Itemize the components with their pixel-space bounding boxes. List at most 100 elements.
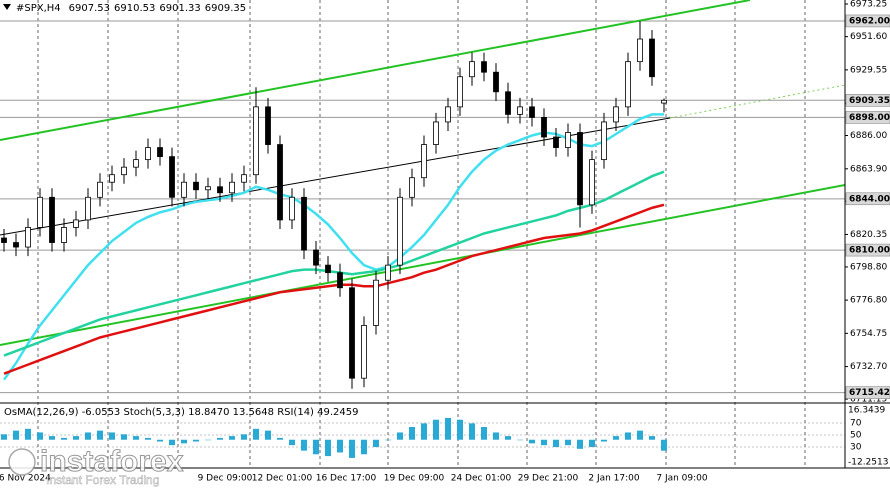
candle-body [589, 159, 595, 206]
osma-bar [73, 436, 79, 440]
header-icon [3, 4, 11, 10]
indicator-level-label: 70 [850, 419, 862, 429]
high: 6910.53 [114, 3, 155, 14]
time-label: 29 Dec 21:00 [518, 474, 579, 484]
candle-body [385, 264, 391, 281]
osma-bar [337, 439, 343, 453]
candle-body [181, 181, 187, 198]
osma-bar [49, 436, 55, 440]
candle-body [73, 219, 79, 228]
y-tick-label: 6886.00 [850, 131, 887, 141]
low: 6901.33 [159, 3, 200, 14]
level-label: 6962.00 [849, 16, 890, 26]
indicator-tick-label: 16.3439 [848, 406, 885, 416]
osma-bar [229, 436, 235, 440]
watermark-logo [8, 448, 36, 476]
osma-bar [301, 439, 307, 451]
candle-body [277, 144, 283, 221]
candle-body [109, 174, 115, 183]
candle-body [373, 279, 379, 326]
y-tick-label: 6711.15 [850, 395, 887, 405]
osma-bar [289, 439, 295, 446]
osma-bar [265, 430, 271, 440]
time-label: 9 Dec 09:00 [198, 474, 253, 484]
osma-bar [493, 432, 499, 440]
osma-bar [205, 439, 211, 441]
candle-body [649, 38, 655, 78]
osma-bar [457, 419, 463, 440]
candle-body [229, 181, 235, 194]
chart-header: #SPX,H4 6907.53 6910.53 6901.33 6909.35 [16, 3, 246, 14]
indicator-level-label: 50 [850, 431, 862, 441]
time-label: 2 Jan 17:00 [588, 474, 640, 484]
candle-body [337, 272, 343, 289]
candle-body [613, 106, 619, 123]
osma-bar [13, 430, 19, 440]
candle-body [1, 237, 7, 243]
candle-body [13, 242, 19, 248]
time-label: 12 Dec 01:00 [252, 474, 313, 484]
y-tick-label: 6863.90 [850, 164, 887, 174]
osma-bar [565, 439, 571, 446]
candle-body [517, 106, 523, 115]
osma-bar [625, 432, 631, 440]
candle-body [661, 99, 667, 104]
candle-body [193, 181, 199, 191]
watermark-brand: instaforex [40, 445, 184, 478]
trend-line [669, 84, 845, 119]
osma-bar [181, 439, 187, 444]
osma-bar [505, 436, 511, 440]
symbol: #SPX,H4 [16, 3, 61, 14]
y-tick-label: 6973.25 [850, 0, 887, 9]
candle-body [85, 196, 91, 221]
candle-body [637, 38, 643, 63]
candle-body [505, 91, 511, 115]
osma-bar [481, 427, 487, 440]
osma-bar [61, 437, 67, 440]
osma-bar [421, 423, 427, 440]
level-box [845, 94, 890, 107]
level-label: 6909.35 [849, 96, 890, 106]
osma-bar [121, 434, 127, 440]
candle-body [481, 61, 487, 73]
candle-body [121, 166, 127, 176]
candle-body [529, 106, 535, 118]
indicator-panel [0, 417, 845, 458]
osma-bar [373, 439, 379, 447]
candle-body [157, 147, 163, 158]
candle-body [253, 106, 259, 176]
grid [37, 0, 806, 468]
candle-body [421, 144, 427, 179]
osma-bar [649, 436, 655, 440]
osma-bar [217, 437, 223, 440]
candle-body [601, 121, 607, 161]
osma-bar [145, 437, 151, 440]
level-label: 6715.42 [849, 388, 890, 398]
y-tick-label: 6951.60 [850, 32, 887, 42]
candle-body [325, 264, 331, 274]
candle-body [625, 61, 631, 108]
y-tick-label: 6732.70 [850, 362, 887, 372]
candle-body [541, 117, 547, 138]
osma-bar [469, 423, 475, 440]
candle-body [97, 181, 103, 198]
moving-average [3, 203, 665, 375]
osma-bar [445, 417, 451, 440]
level-box [845, 192, 890, 206]
candle-body [217, 186, 223, 194]
level-box [845, 243, 890, 257]
level-box [845, 14, 890, 28]
candle-body [265, 106, 271, 145]
time-label: 26 Nov 2024 [0, 474, 51, 484]
candle-body [145, 147, 151, 161]
time-label: 16 Dec 17:00 [316, 474, 377, 484]
y-tick-label: 6754.75 [850, 329, 887, 339]
osma-bar [133, 436, 139, 440]
time-label: 19 Dec 09:00 [384, 474, 445, 484]
indicator-level-label: 30 [850, 443, 862, 453]
osma-bar [193, 439, 199, 442]
watermark-tagline: Instant Forex Trading [46, 473, 159, 487]
candle-body [241, 174, 247, 183]
osma-bar [277, 437, 283, 440]
